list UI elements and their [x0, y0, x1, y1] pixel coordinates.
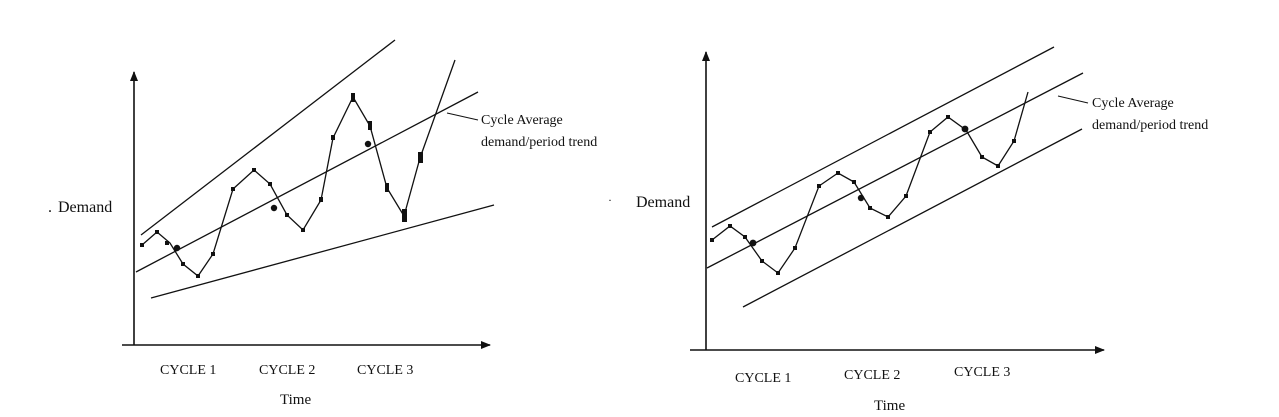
right-upper-bound-line [711, 46, 1055, 228]
left-ylabel-prefix: . [48, 199, 52, 216]
left-ylabel: Demand [58, 199, 112, 216]
left-cycle-label-3: CYCLE 3 [357, 363, 413, 378]
right-ylabel: Demand [636, 194, 690, 211]
right-marker [793, 246, 797, 250]
right-marker [946, 115, 950, 119]
left-marker [196, 274, 200, 278]
left-panel: Cycle Average demand/period trend . Dema… [48, 39, 597, 408]
right-annotation-line2: demand/period trend [1092, 118, 1208, 133]
left-data-markers [140, 93, 423, 278]
left-marker [173, 244, 181, 252]
right-marker [904, 194, 908, 198]
left-marker [385, 183, 389, 192]
right-marker [749, 239, 757, 247]
right-annotation-line1: Cycle Average [1092, 96, 1174, 111]
right-annotation-pointer [1057, 95, 1089, 104]
left-marker [301, 228, 305, 232]
right-marker [743, 235, 747, 239]
right-lower-bound-line [742, 128, 1083, 308]
left-marker [211, 252, 215, 256]
right-ylabel-prefix: · [608, 193, 612, 207]
right-marker [886, 215, 890, 219]
right-marker [760, 259, 764, 263]
left-cycle-label-2: CYCLE 2 [259, 363, 315, 378]
right-panel: Cycle Average demand/period trend · Dema… [608, 46, 1208, 414]
left-trend-line [135, 91, 479, 273]
right-marker [710, 238, 714, 242]
right-marker [980, 155, 984, 159]
right-marker [817, 184, 821, 188]
left-marker [402, 209, 407, 222]
left-marker [231, 187, 235, 191]
left-marker [268, 182, 272, 186]
left-marker [270, 204, 278, 212]
right-marker [857, 194, 865, 202]
left-marker [252, 168, 256, 172]
left-lower-bound-line [150, 204, 495, 299]
left-annotation-line2: demand/period trend [481, 135, 597, 150]
left-marker [181, 262, 185, 266]
left-marker [155, 230, 159, 234]
right-marker [852, 180, 856, 184]
right-trend-line [706, 72, 1084, 269]
left-marker [165, 241, 169, 245]
left-annotation-pointer [446, 112, 479, 121]
right-marker [996, 164, 1000, 168]
right-cycle-label-3: CYCLE 3 [954, 365, 1010, 380]
left-cycle-label-1: CYCLE 1 [160, 363, 216, 378]
left-marker [285, 213, 289, 217]
left-marker [351, 93, 355, 102]
right-xlabel: Time [874, 398, 905, 414]
right-data-markers [710, 115, 1016, 275]
left-annotation-line1: Cycle Average [481, 113, 563, 128]
left-marker [418, 152, 423, 163]
right-marker [728, 224, 732, 228]
left-marker [368, 121, 372, 130]
left-upper-bound-line [140, 39, 396, 236]
right-marker [928, 130, 932, 134]
left-marker [364, 140, 372, 148]
left-xlabel: Time [280, 392, 311, 408]
left-marker [140, 243, 144, 247]
right-marker [961, 125, 969, 133]
right-marker [868, 206, 872, 210]
right-cycle-label-2: CYCLE 2 [844, 368, 900, 383]
right-cycle-label-1: CYCLE 1 [735, 371, 791, 386]
right-marker [776, 271, 780, 275]
right-marker [836, 171, 840, 175]
left-marker [319, 197, 323, 202]
left-marker [331, 135, 335, 140]
right-marker [1012, 139, 1016, 143]
